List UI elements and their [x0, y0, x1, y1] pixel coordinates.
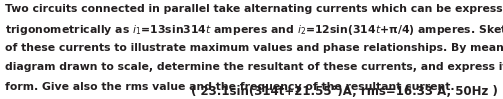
Text: form. Give also the rms value and the frequency of the resultant current.: form. Give also the rms value and the fr… — [5, 81, 455, 91]
Text: Two circuits connected in parallel take alternating currents which can be expres: Two circuits connected in parallel take … — [5, 4, 503, 14]
Text: of these currents to illustrate maximum values and phase relationships. By means: of these currents to illustrate maximum … — [5, 43, 503, 53]
Text: ( 23.1sin(314t+21.55°)A, rms=16.33 A, 50Hz ): ( 23.1sin(314t+21.55°)A, rms=16.33 A, 50… — [191, 85, 498, 98]
Text: diagram drawn to scale, determine the resultant of these currents, and express i: diagram drawn to scale, determine the re… — [5, 62, 503, 72]
Text: trigonometrically as $\mathit{i}_1$=13sin314$\mathit{t}$ amperes and $\mathit{i}: trigonometrically as $\mathit{i}_1$=13si… — [5, 23, 503, 37]
